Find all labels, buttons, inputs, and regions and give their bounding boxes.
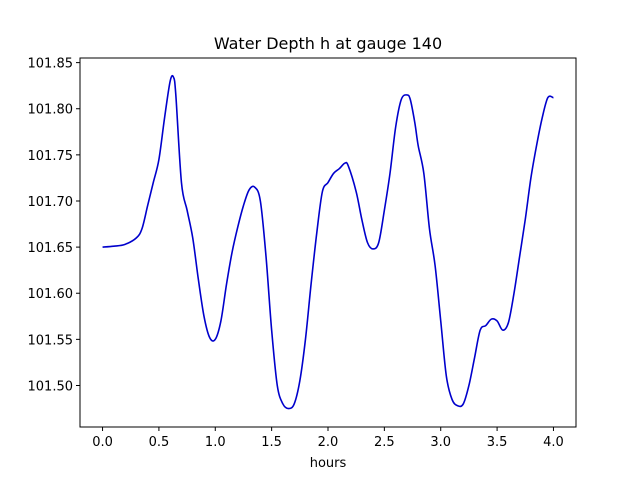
y-axis-ticks: 101.50 101.55 101.60 101.65 101.70 101.75 101.… <box>28 57 80 394</box>
y-tick-label: 101.80 <box>28 103 74 118</box>
series-group <box>102 74 554 410</box>
plot-area-frame <box>79 57 577 428</box>
y-tick-label: 101.55 <box>28 333 74 348</box>
x-tick-label: 3.0 <box>430 435 451 450</box>
y-tick-label: 101.50 <box>28 379 74 394</box>
y-tick-label: 101.60 <box>28 287 74 302</box>
x-tick-label: 0.0 <box>92 435 113 450</box>
x-tick-label: 0.5 <box>149 435 170 450</box>
y-tick-label: 101.65 <box>28 241 74 256</box>
x-tick-label: 2.5 <box>374 435 395 450</box>
x-tick-label: 1.5 <box>261 435 282 450</box>
x-axis-ticks: 0.0 0.5 1.0 1.5 2.0 2.5 3.0 3.5 4.0 <box>92 427 564 450</box>
chart-title: Water Depth h at gauge 140 <box>214 34 442 53</box>
x-tick-label: 2.0 <box>318 435 339 450</box>
y-tick-label: 101.75 <box>28 149 74 164</box>
series-line <box>102 74 554 410</box>
x-tick-label: 1.0 <box>205 435 226 450</box>
y-tick-label: 101.70 <box>28 195 74 210</box>
y-tick-label: 101.85 <box>28 57 74 72</box>
x-tick-label: 3.5 <box>487 435 508 450</box>
x-axis-label: hours <box>310 456 347 471</box>
x-tick-label: 4.0 <box>543 435 564 450</box>
